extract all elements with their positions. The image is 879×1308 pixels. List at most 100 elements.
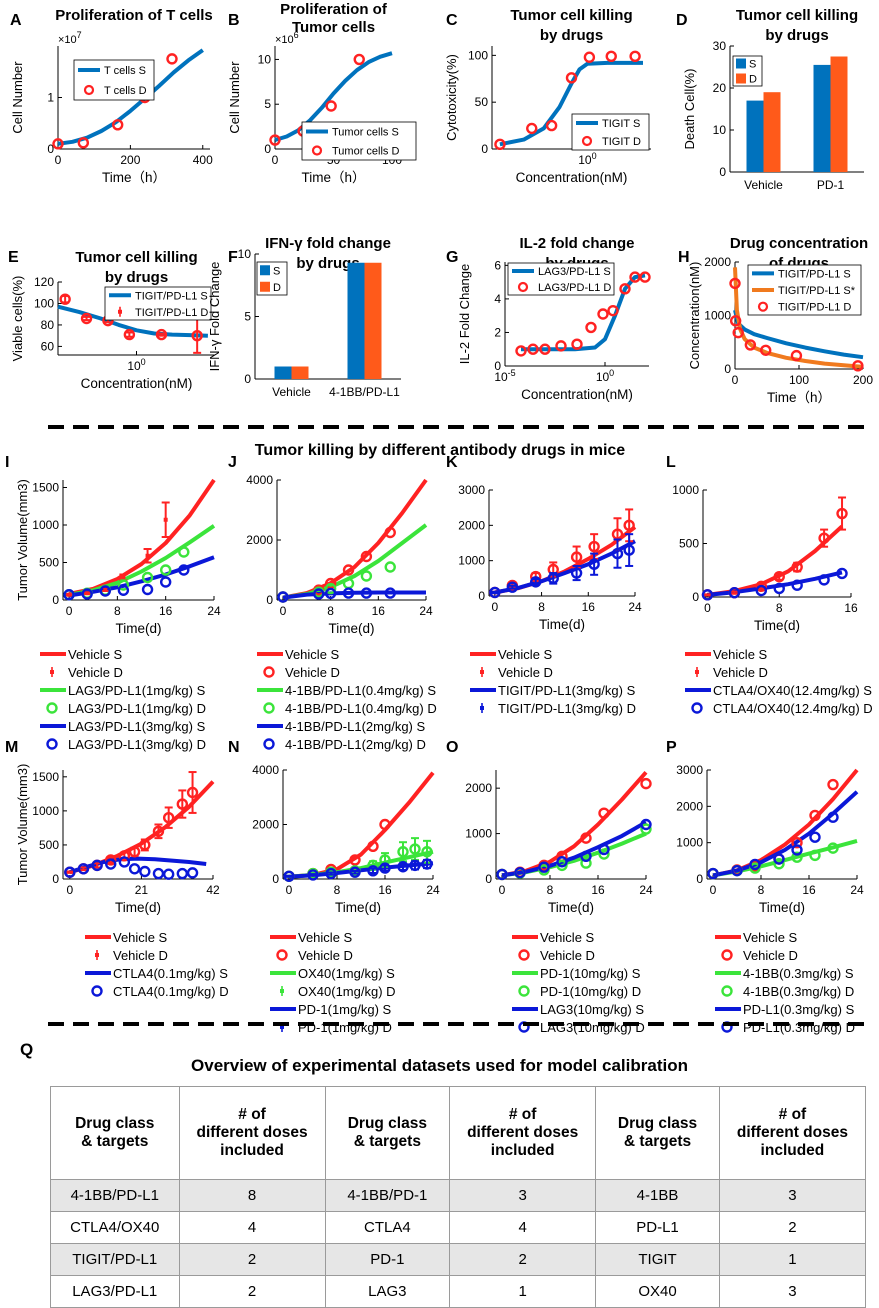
tick-label: 60 [41,339,55,353]
tick-label: 1000 [676,836,703,850]
data-point [324,582,337,595]
data-point [141,583,154,596]
data-point [112,119,124,131]
data-point [162,811,175,824]
legend-marker [691,702,703,714]
data-point [325,100,337,112]
legend-label: OX40(1mg/kg) D [298,984,396,999]
data-point [421,858,433,870]
tick-label: 0 [732,373,739,387]
data-point [159,576,172,588]
legend-label: PD-1(10mg/kg) D [540,984,641,999]
data-point [707,867,719,880]
data-point [91,859,103,872]
data-point [827,842,839,854]
chart-title: Tumor cell killing [510,7,632,24]
x-axis-label: Time(d) [115,900,161,915]
legend-marker [280,989,284,993]
series-line [274,51,393,142]
data-point [836,507,848,520]
data-point [384,526,396,539]
panel-letter: B [228,12,240,29]
tick-label: 16 [802,883,816,897]
legend-label: 4-1BB(0.3mg/kg) S [743,966,854,981]
tick-label: 0 [719,165,726,179]
table-cell: 4 [178,1211,326,1244]
x-axis-label: Time(d) [759,900,805,915]
y-axis-label: Death Cell(%) [682,69,697,150]
data-point [67,592,72,597]
data-point [313,588,325,600]
tick-label: 500 [679,537,699,551]
x-axis-label: Time（h） [301,170,365,185]
legend-label: LAG3/PD-L1(3mg/kg) D [68,737,206,752]
panel-letter: K [446,454,458,471]
chart-title: Proliferation of T cells [55,7,213,24]
tick-label: 16 [378,883,392,897]
data-point [827,778,839,791]
table-cell: CTLA4/OX40 [50,1211,180,1244]
data-point [349,854,361,866]
chart-panel-C: C Tumor cell killing by drugs 0 50 100 100 Conc… [444,7,651,185]
data-point [629,50,641,62]
legend-marker [311,145,323,156]
legend-label: Vehicle S [713,647,768,662]
legend-label: Vehicle D [743,948,798,963]
data-point [77,137,90,149]
legend-marker [517,281,529,293]
tick-label: 0 [478,589,485,603]
panel-letter: M [5,739,18,756]
y-axis-label: Cell Number [227,61,242,134]
legend-label: TIGIT/PD-L1(3mg/kg) S [498,683,636,698]
tick-label: 4000 [246,473,273,487]
data-point [818,574,830,586]
chart-title: by drugs [105,269,168,286]
tick-label: 100 [789,373,809,387]
tick-label: 1000 [458,554,485,568]
legend-label: CTLA4/OX40(12.4mg/kg) D [713,701,873,716]
legend-label: TIGIT/PD-L1 S [778,268,851,280]
panel-letter: D [676,12,688,29]
data-point [809,809,821,822]
data-point [152,825,165,838]
tick-label: 10-5 [494,368,515,384]
tick-label: 0 [280,604,287,618]
panel-letter: H [678,249,690,266]
data-point [105,858,117,870]
chart-panel-I: I 0 500 1000 1500 0 8 16 24 Time(d) Tumor Volume(m… [5,454,221,752]
legend-box [104,286,212,321]
data-point [515,345,527,357]
x-axis-label: Time(d) [335,900,381,915]
tick-label: 16 [844,601,858,615]
tick-label: 24 [850,883,864,897]
category-label: Vehicle [272,385,311,399]
legend-label: TIGIT/PD-L1 S* [778,285,856,297]
tick-label: 1000 [465,827,492,841]
legend-marker [263,666,275,678]
data-point [360,587,373,599]
data-point [588,558,600,570]
chart-panel-N: N 0 2000 4000 0 8 16 24 Time(d) Vehicle S Vehicle … [228,739,440,1035]
tick-label: 0 [266,593,273,607]
data-point [749,862,761,874]
y-axis-label: Cell Number [10,61,25,134]
data-point [555,340,567,352]
legend-label: T cells S [104,65,146,77]
data-point [176,867,189,880]
legend-marker [581,135,593,147]
data-point [623,544,635,556]
bar [274,366,292,379]
data-point [791,844,803,856]
tick-label: 6 [494,258,501,272]
data-point [580,832,592,844]
legend-label: Vehicle D [498,665,553,680]
data-point [556,859,568,872]
table-cell: 2 [718,1211,867,1244]
data-point [186,786,199,799]
legend-label: Tumor cells S [332,127,399,139]
table-cell: 3 [718,1179,867,1212]
data-point [117,584,130,596]
series-line [733,309,864,360]
